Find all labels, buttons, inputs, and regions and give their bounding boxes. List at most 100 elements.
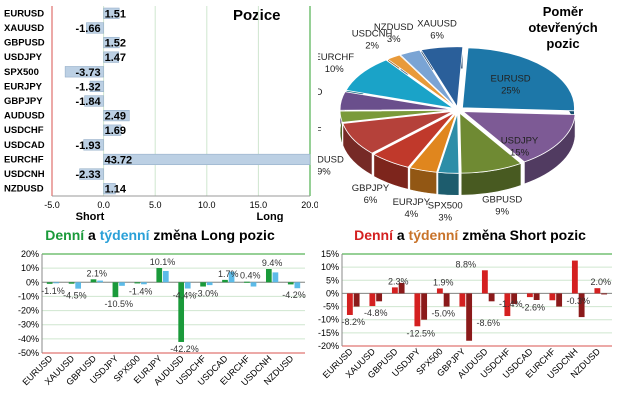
ratio-panel: Poměr otevřených pozic EURUSD 25% USDJPY 15…	[282, 0, 623, 224]
x-tick-label: 15.0	[250, 200, 268, 210]
category-label: GBPJPY	[4, 96, 43, 107]
y-tick-label: 10%	[21, 263, 39, 273]
pie-slice-percent: 9%	[318, 166, 331, 177]
daily-bar	[178, 282, 185, 342]
short-change-chart: Denní a týdenní změna Short pozic 15% 10%…	[318, 227, 612, 381]
y-tick-label: -10%	[18, 291, 39, 301]
pie-slice-label: USDCNH	[352, 28, 393, 39]
category-label: USDCNH	[4, 169, 45, 180]
data-label: 1.9%	[433, 277, 454, 287]
daily-bar	[414, 293, 421, 327]
pie-slice-label: AUDUSD	[318, 154, 344, 165]
data-label: -5.0%	[431, 309, 455, 319]
pie-slice	[462, 111, 576, 163]
data-label: -4.5%	[63, 291, 87, 301]
weekly-bar	[578, 293, 585, 318]
position-bar	[64, 66, 104, 78]
x-tick-label: 5.0	[149, 200, 162, 210]
weekly-bar	[488, 293, 495, 302]
pie-slice-label: EURUSD	[491, 73, 531, 84]
position-bar	[89, 80, 104, 92]
weekly-bar	[250, 282, 257, 287]
long-title-denni: Denní	[45, 227, 85, 243]
data-label: -1.1%	[41, 286, 65, 296]
category-label: GBPUSD	[4, 38, 45, 49]
weekly-bar	[162, 270, 169, 283]
pie-slice-percent: 3%	[438, 213, 452, 222]
daily-bar	[346, 293, 353, 315]
y-tick-label: 20%	[21, 249, 39, 259]
pie-slice	[462, 47, 575, 112]
category-label: EURJPY	[4, 81, 43, 92]
data-label: -4.4%	[173, 291, 197, 301]
weekly-bar	[398, 282, 405, 294]
y-tick-label: 0%	[326, 288, 339, 298]
weekly-bar	[53, 282, 60, 284]
y-tick-label: 10%	[321, 262, 339, 272]
weekly-bar	[511, 293, 518, 304]
pie-slice	[409, 112, 457, 173]
weekly-bar	[97, 280, 103, 283]
data-label: -2.6%	[521, 302, 545, 312]
pie-title-line-3: pozic	[546, 36, 579, 51]
y-tick-label: -50%	[18, 348, 39, 358]
daily-bar	[526, 293, 533, 298]
short-title-tydenni: týdenní	[409, 227, 460, 243]
pie-slice-label: GBPJPY	[352, 183, 390, 194]
data-label: 0.4%	[240, 271, 261, 281]
pie-slice-label: EURCHF	[318, 52, 354, 63]
pie-slice-percent: 9%	[495, 206, 509, 217]
y-tick-label: 15%	[321, 249, 339, 259]
daily-bar	[504, 293, 511, 317]
y-tick-label: 0%	[26, 277, 39, 287]
weekly-bar	[556, 293, 563, 307]
value-label: -3.73	[76, 67, 101, 79]
data-label: 10.1%	[150, 257, 176, 267]
long-title-rest: změna Long pozic	[150, 227, 275, 243]
pie-slice-label: USDCAD	[318, 87, 323, 98]
data-label: 9.4%	[262, 258, 283, 268]
value-label: -2.33	[76, 169, 101, 181]
value-label: 1.47	[105, 52, 126, 64]
weekly-bar	[601, 293, 608, 295]
data-label: -42.2%	[170, 344, 199, 354]
short-title-rest: změna Short pozic	[458, 227, 586, 243]
pie-title-line-2: otevřených	[528, 20, 597, 35]
data-label: 2.0%	[590, 277, 611, 287]
pie-slice	[420, 46, 464, 108]
y-tick-label: -15%	[318, 328, 339, 338]
long-title-tydenni: týdenní	[100, 227, 151, 243]
pie-slice	[399, 49, 456, 108]
long-change-chart: Denní a týdenní změna Long pozic 20% 10% 0…	[18, 227, 306, 388]
long-axis-label: Long	[257, 211, 284, 222]
daily-bar	[68, 282, 75, 284]
weekly-bar	[533, 293, 540, 300]
pie-slice	[339, 109, 453, 123]
y-tick-label: -20%	[318, 341, 339, 351]
pie-slice-percent: 3%	[387, 34, 401, 45]
pie-slice-percent: 10%	[325, 64, 345, 75]
daily-bar	[244, 281, 250, 283]
y-tick-label: -20%	[18, 306, 39, 316]
position-bar	[103, 51, 120, 63]
pie-slice-percent: 4%	[404, 209, 418, 220]
daily-bar	[287, 282, 294, 285]
value-label: -1.32	[76, 81, 101, 93]
data-label: -4.2%	[282, 290, 306, 300]
pie-slice-percent: 6%	[364, 195, 378, 206]
category-label: XAUUSD	[4, 23, 44, 34]
pie-slice-label: NZDUSD	[374, 22, 414, 33]
value-label: -1.66	[76, 23, 101, 35]
short-axis-label: Short	[76, 211, 105, 222]
category-label: EURCHF	[4, 154, 44, 165]
positions-panel: Pozice EURUSD XAUUSD GBPUSD USDJPY SPX500 EUR…	[0, 0, 319, 223]
daily-bar	[112, 282, 119, 298]
pie-slice-percent: 6%	[430, 30, 444, 41]
category-label: USDCHF	[4, 125, 44, 136]
weekly-bar	[206, 282, 213, 286]
data-label: 2.1%	[87, 268, 108, 278]
data-label: -4.8%	[364, 308, 388, 318]
y-tick-label: -40%	[18, 334, 39, 344]
pie-slice	[386, 54, 455, 108]
